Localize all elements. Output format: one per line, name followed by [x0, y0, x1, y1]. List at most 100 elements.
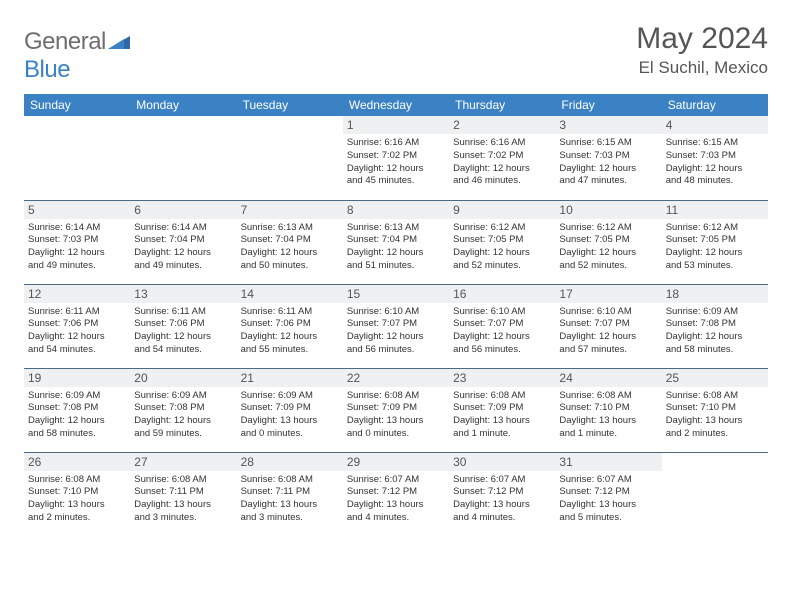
daylight-text-2: and 45 minutes. [347, 175, 445, 188]
day-number: 13 [130, 285, 236, 303]
day-header: Monday [130, 94, 236, 116]
sunrise-text: Sunrise: 6:08 AM [559, 390, 657, 403]
daylight-text-2: and 2 minutes. [28, 512, 126, 525]
sunset-text: Sunset: 7:04 PM [347, 234, 445, 247]
sunset-text: Sunset: 7:09 PM [453, 402, 551, 415]
daylight-text-1: Daylight: 12 hours [28, 415, 126, 428]
day-number: 17 [555, 285, 661, 303]
month-title: May 2024 [636, 22, 768, 56]
sunrise-text: Sunrise: 6:08 AM [134, 474, 232, 487]
calendar-row: 5Sunrise: 6:14 AMSunset: 7:03 PMDaylight… [24, 200, 768, 284]
sunset-text: Sunset: 7:06 PM [241, 318, 339, 331]
daylight-text-1: Daylight: 13 hours [559, 415, 657, 428]
calendar-cell: 19Sunrise: 6:09 AMSunset: 7:08 PMDayligh… [24, 368, 130, 452]
daylight-text-2: and 51 minutes. [347, 260, 445, 273]
day-info: Sunrise: 6:12 AMSunset: 7:05 PMDaylight:… [453, 222, 551, 273]
calendar-cell: 6Sunrise: 6:14 AMSunset: 7:04 PMDaylight… [130, 200, 236, 284]
sunrise-text: Sunrise: 6:08 AM [453, 390, 551, 403]
daylight-text-2: and 58 minutes. [28, 428, 126, 441]
sunset-text: Sunset: 7:12 PM [559, 486, 657, 499]
calendar-cell: 10Sunrise: 6:12 AMSunset: 7:05 PMDayligh… [555, 200, 661, 284]
daylight-text-2: and 49 minutes. [134, 260, 232, 273]
calendar-cell: 4Sunrise: 6:15 AMSunset: 7:03 PMDaylight… [662, 116, 768, 200]
day-number: 5 [24, 201, 130, 219]
daylight-text-2: and 4 minutes. [347, 512, 445, 525]
sunrise-text: Sunrise: 6:07 AM [347, 474, 445, 487]
daylight-text-2: and 52 minutes. [453, 260, 551, 273]
daylight-text-2: and 55 minutes. [241, 344, 339, 357]
daylight-text-2: and 1 minute. [559, 428, 657, 441]
calendar-table: Sunday Monday Tuesday Wednesday Thursday… [24, 94, 768, 536]
calendar-cell: 28Sunrise: 6:08 AMSunset: 7:11 PMDayligh… [237, 452, 343, 536]
day-info: Sunrise: 6:16 AMSunset: 7:02 PMDaylight:… [347, 137, 445, 188]
daylight-text-1: Daylight: 12 hours [134, 247, 232, 260]
sunset-text: Sunset: 7:03 PM [28, 234, 126, 247]
calendar-cell: 3 Sunrise: 6:15 AMSunset: 7:03 PMDaylight… [555, 116, 661, 200]
calendar-row: 19Sunrise: 6:09 AMSunset: 7:08 PMDayligh… [24, 368, 768, 452]
logo-triangle-icon [108, 36, 130, 53]
sunrise-text: Sunrise: 6:11 AM [241, 306, 339, 319]
day-info: Sunrise: 6:15 AMSunset: 7:03 PMDaylight:… [559, 137, 657, 188]
day-number: 27 [130, 453, 236, 471]
calendar-cell: 29Sunrise: 6:07 AMSunset: 7:12 PMDayligh… [343, 452, 449, 536]
day-number: 8 [343, 201, 449, 219]
day-info: Sunrise: 6:11 AMSunset: 7:06 PMDaylight:… [134, 306, 232, 357]
sunrise-text: Sunrise: 6:12 AM [453, 222, 551, 235]
daylight-text-1: Daylight: 12 hours [666, 163, 764, 176]
day-number: 18 [662, 285, 768, 303]
sunset-text: Sunset: 7:10 PM [559, 402, 657, 415]
sunset-text: Sunset: 7:12 PM [453, 486, 551, 499]
calendar-cell: 9Sunrise: 6:12 AMSunset: 7:05 PMDaylight… [449, 200, 555, 284]
day-header: Friday [555, 94, 661, 116]
daylight-text-2: and 52 minutes. [559, 260, 657, 273]
sunset-text: Sunset: 7:02 PM [453, 150, 551, 163]
day-info: Sunrise: 6:16 AMSunset: 7:02 PMDaylight:… [453, 137, 551, 188]
day-info: Sunrise: 6:08 AMSunset: 7:10 PMDaylight:… [666, 390, 764, 441]
calendar-cell: 5Sunrise: 6:14 AMSunset: 7:03 PMDaylight… [24, 200, 130, 284]
day-info: Sunrise: 6:11 AMSunset: 7:06 PMDaylight:… [28, 306, 126, 357]
day-header: Saturday [662, 94, 768, 116]
calendar-cell: 23Sunrise: 6:08 AMSunset: 7:09 PMDayligh… [449, 368, 555, 452]
calendar-cell: 26Sunrise: 6:08 AMSunset: 7:10 PMDayligh… [24, 452, 130, 536]
daylight-text-2: and 0 minutes. [347, 428, 445, 441]
day-number: 3 [555, 116, 661, 134]
day-number: 30 [449, 453, 555, 471]
daylight-text-2: and 4 minutes. [453, 512, 551, 525]
day-number: 4 [662, 116, 768, 134]
calendar-cell: 8Sunrise: 6:13 AMSunset: 7:04 PMDaylight… [343, 200, 449, 284]
day-header: Wednesday [343, 94, 449, 116]
calendar-cell: 1Sunrise: 6:16 AMSunset: 7:02 PMDaylight… [343, 116, 449, 200]
sunset-text: Sunset: 7:08 PM [134, 402, 232, 415]
day-number: 21 [237, 369, 343, 387]
sunrise-text: Sunrise: 6:14 AM [28, 222, 126, 235]
daylight-text-2: and 0 minutes. [241, 428, 339, 441]
day-info: Sunrise: 6:09 AMSunset: 7:08 PMDaylight:… [666, 306, 764, 357]
calendar-cell: 13 Sunrise: 6:11 AMSunset: 7:06 PMDayligh… [130, 284, 236, 368]
sunset-text: Sunset: 7:05 PM [453, 234, 551, 247]
daylight-text-1: Daylight: 13 hours [453, 415, 551, 428]
sunrise-text: Sunrise: 6:08 AM [666, 390, 764, 403]
day-number: 10 [555, 201, 661, 219]
day-number: 25 [662, 369, 768, 387]
sunset-text: Sunset: 7:10 PM [28, 486, 126, 499]
daylight-text-2: and 54 minutes. [28, 344, 126, 357]
sunset-text: Sunset: 7:06 PM [134, 318, 232, 331]
sunset-text: Sunset: 7:10 PM [666, 402, 764, 415]
calendar-cell: 7Sunrise: 6:13 AMSunset: 7:04 PMDaylight… [237, 200, 343, 284]
calendar-cell [237, 116, 343, 200]
calendar-cell: 17Sunrise: 6:10 AMSunset: 7:07 PMDayligh… [555, 284, 661, 368]
day-info: Sunrise: 6:10 AMSunset: 7:07 PMDaylight:… [453, 306, 551, 357]
logo-text-1: General [24, 28, 106, 55]
calendar-cell: 21 Sunrise: 6:09 AMSunset: 7:09 PMDayligh… [237, 368, 343, 452]
day-info: Sunrise: 6:09 AMSunset: 7:09 PMDaylight:… [241, 390, 339, 441]
day-info: Sunrise: 6:08 AMSunset: 7:10 PMDaylight:… [28, 474, 126, 525]
day-number: 7 [237, 201, 343, 219]
calendar-cell: 30Sunrise: 6:07 AMSunset: 7:12 PMDayligh… [449, 452, 555, 536]
daylight-text-2: and 56 minutes. [453, 344, 551, 357]
sunset-text: Sunset: 7:09 PM [347, 402, 445, 415]
daylight-text-1: Daylight: 12 hours [559, 331, 657, 344]
logo-text-2: Blue [24, 56, 70, 83]
sunset-text: Sunset: 7:07 PM [559, 318, 657, 331]
daylight-text-1: Daylight: 12 hours [134, 415, 232, 428]
sunrise-text: Sunrise: 6:14 AM [134, 222, 232, 235]
